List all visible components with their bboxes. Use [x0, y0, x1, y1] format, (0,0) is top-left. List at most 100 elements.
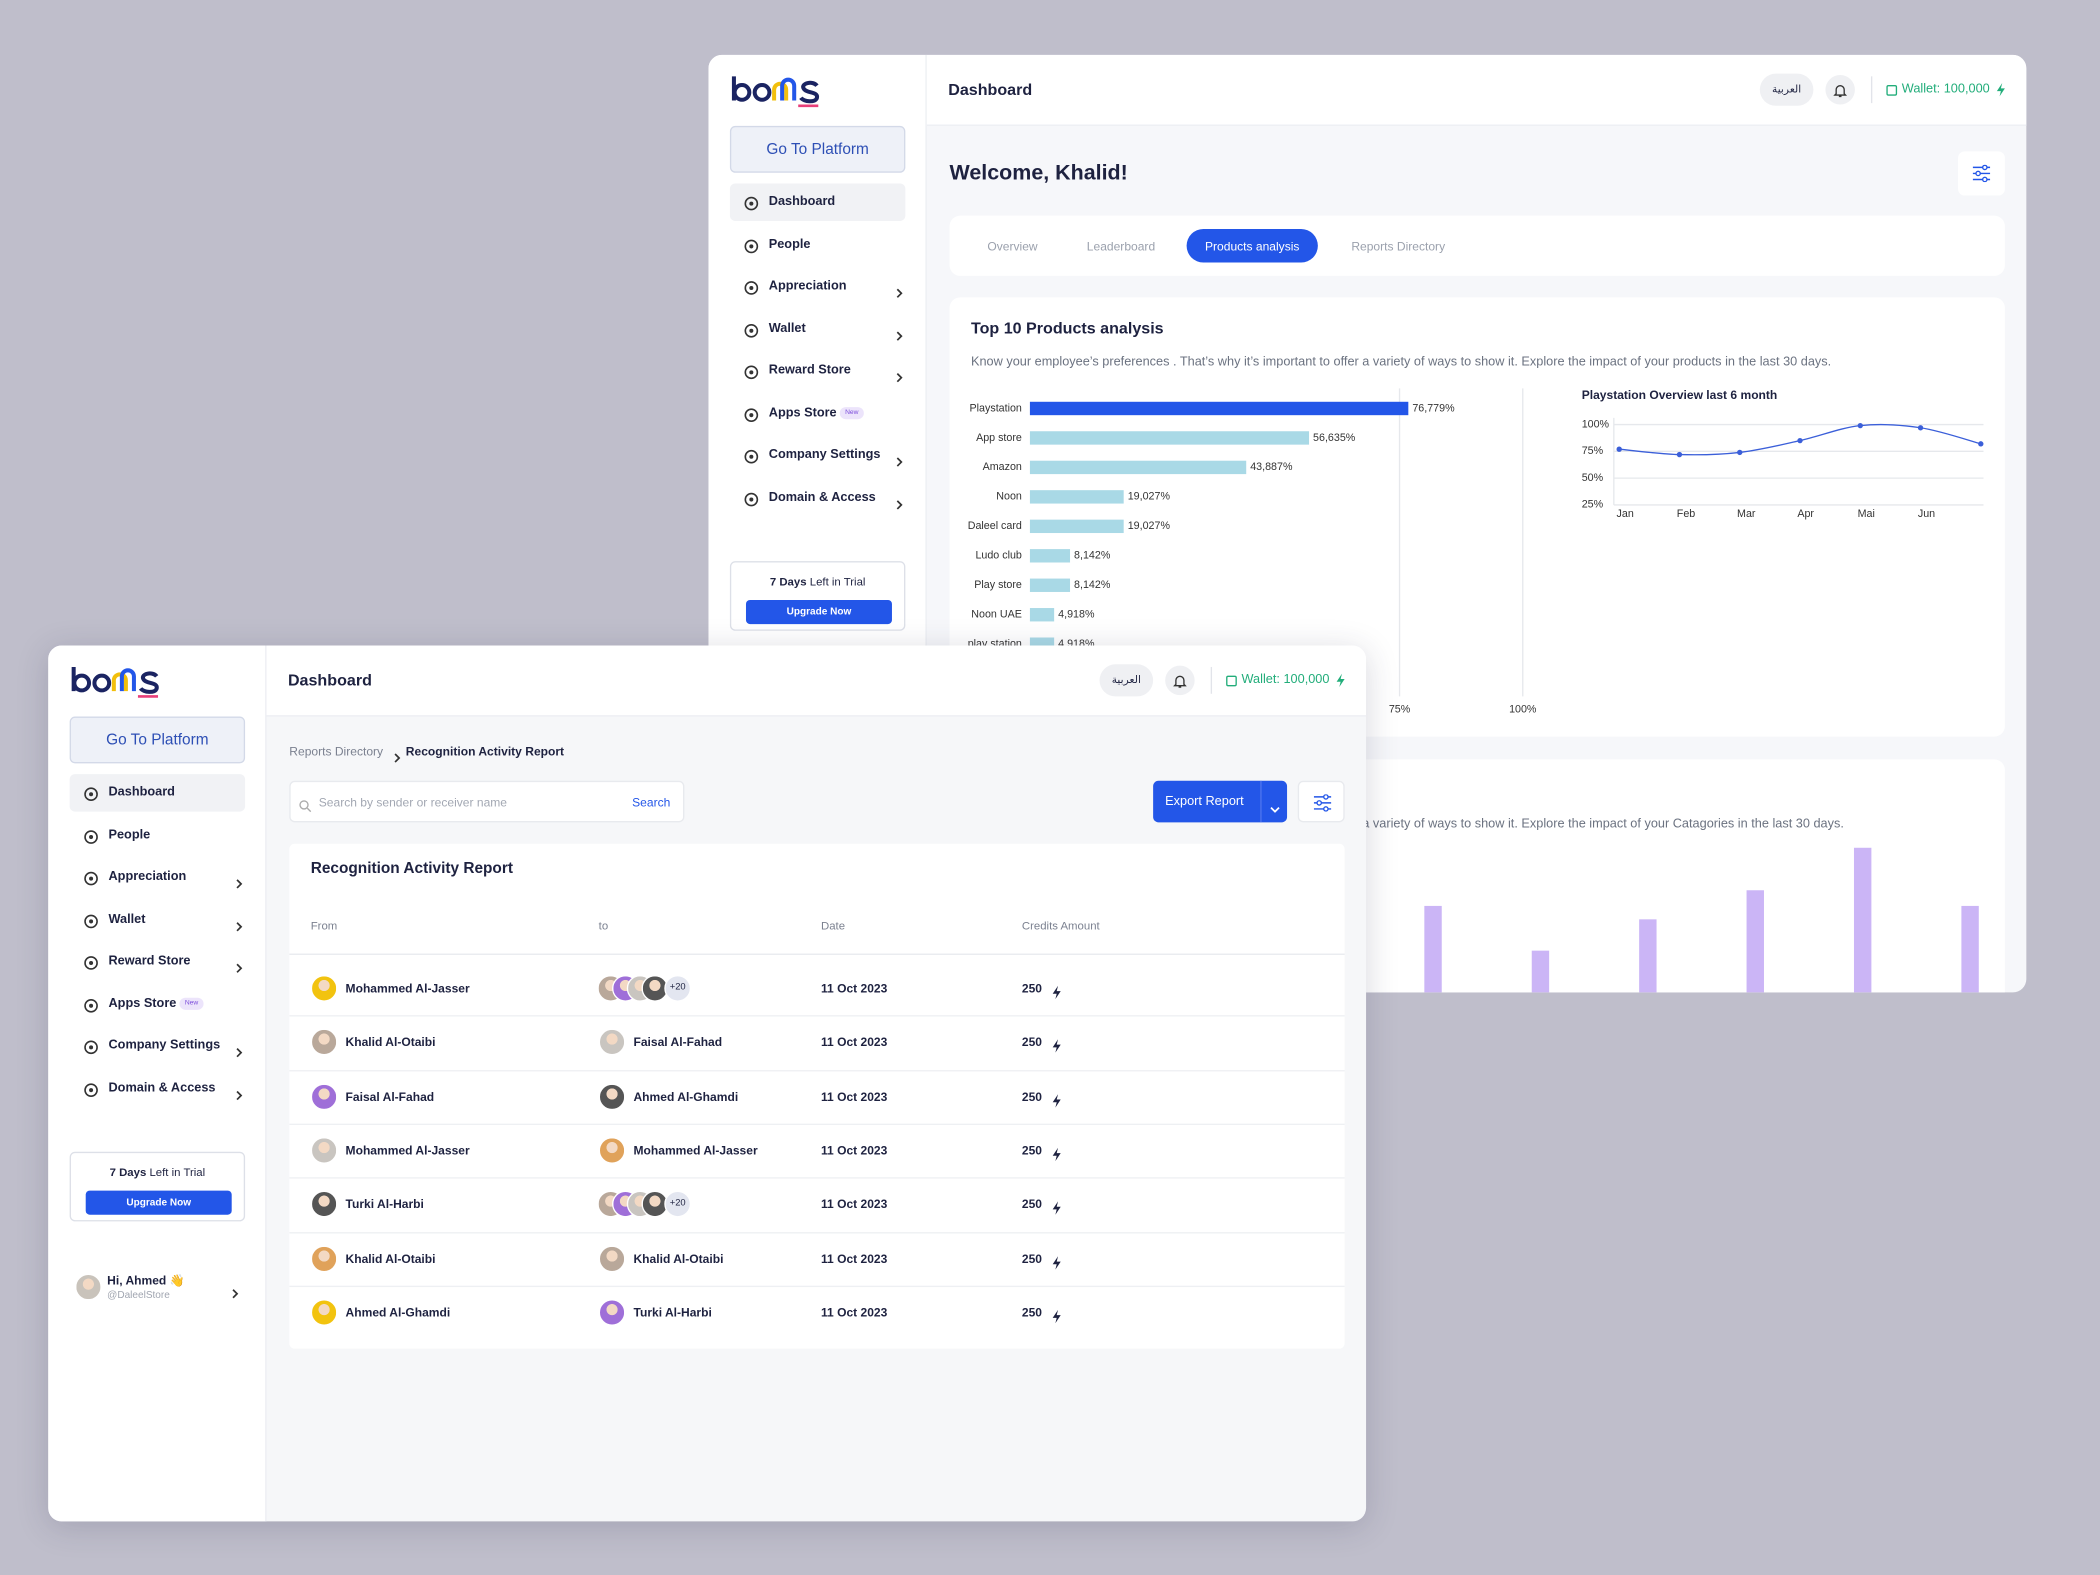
tab[interactable]: Overview	[947, 229, 1078, 262]
nav-icon-svg	[84, 829, 98, 844]
nav-icon-svg	[84, 787, 98, 802]
nav-chevron-svg	[236, 921, 243, 931]
more-count: +20	[669, 1198, 686, 1208]
nav-chevron-svg	[896, 457, 903, 467]
tab-label: Overview	[987, 239, 1038, 253]
nav-item[interactable]: Dashboard	[729, 183, 906, 221]
front-canvas: Go To Platform Dashboard People Appreciatio…	[48, 645, 1367, 1522]
bell-button[interactable]	[1825, 75, 1855, 105]
from-name: Turki Al-Harbi	[345, 1197, 424, 1211]
avatar	[310, 1244, 338, 1272]
nav-icon-svg	[84, 1082, 98, 1097]
search-box[interactable]: Search by sender or receiver name Search	[289, 780, 685, 823]
filter-button[interactable]	[1958, 151, 2005, 196]
value-label: 8,142%	[1074, 550, 1111, 562]
nav-label: People	[768, 236, 811, 252]
tab[interactable]: Leaderboard	[1055, 229, 1186, 262]
language-button[interactable]: العربية	[1759, 73, 1814, 106]
nav-icon	[743, 236, 759, 253]
platform-button-label: Go To Platform	[106, 732, 209, 749]
trial-label: Left in Trial	[809, 574, 866, 588]
nav-item[interactable]: Reward Store	[70, 943, 245, 981]
column-header: to	[598, 918, 609, 933]
front-window: Go To Platform Dashboard People Appreciatio…	[48, 645, 1367, 1522]
nav-item[interactable]: Wallet	[730, 310, 905, 348]
nav-label: People	[108, 827, 151, 842]
nav-icon-svg	[744, 238, 759, 253]
nav-chevron-svg	[236, 1090, 243, 1100]
nav-icon	[743, 321, 759, 337]
wallet-bolt-svg	[1336, 673, 1345, 688]
to-name: Turki Al-Harbi	[633, 1305, 712, 1319]
search-icon-svg	[299, 800, 312, 813]
page-title: Dashboard	[948, 80, 1033, 100]
credits-bolt-svg	[1052, 985, 1061, 1000]
bar	[1961, 905, 1979, 993]
nav-label: Reward Store	[768, 362, 851, 378]
bar	[1029, 578, 1071, 592]
category-label: Noon UAE	[971, 609, 1022, 621]
x-tick-label: 75%	[1389, 704, 1411, 716]
nav-item[interactable]: Apps Store New	[70, 985, 245, 1023]
credits-bolt	[1051, 982, 1062, 1000]
nav-icon	[83, 954, 99, 970]
filter-button[interactable]	[1297, 780, 1345, 823]
tab[interactable]: Products analysis	[1186, 229, 1318, 263]
nav-item[interactable]: Apps Store New	[730, 394, 905, 432]
user-handle: @DaleelStore	[107, 1288, 170, 1301]
nav-icon	[83, 911, 99, 928]
nav-chevron	[896, 323, 904, 341]
breadcrumb-chevron	[394, 746, 402, 763]
nav-item[interactable]: People	[730, 226, 905, 264]
nav-item[interactable]: Company Settings	[70, 1027, 245, 1065]
nav-item[interactable]: Company Settings	[730, 437, 905, 475]
date: 11 Oct 2023	[820, 1197, 888, 1211]
logo-svg	[731, 76, 819, 108]
nav-item[interactable]: Reward Store	[730, 352, 905, 390]
search-button[interactable]: Search	[632, 795, 671, 809]
trial-box: 7 Days Left in Trial Upgrade Now	[729, 561, 906, 631]
separator	[1210, 666, 1213, 694]
nav-label: Wallet	[768, 320, 806, 336]
platform-button[interactable]: Go To Platform	[729, 125, 906, 173]
nav-item[interactable]: Dashboard	[69, 774, 246, 812]
upgrade-button[interactable]: Upgrade Now	[85, 1190, 232, 1215]
value-label: 19,027%	[1128, 520, 1171, 532]
nav-item[interactable]: Domain & Access	[70, 1069, 245, 1107]
nav-item[interactable]: Appreciation	[70, 858, 245, 896]
tabs-card	[949, 215, 2005, 276]
row-rule	[289, 1231, 1345, 1233]
column-header: Date	[820, 918, 846, 933]
breadcrumb[interactable]: Reports Directory	[289, 744, 384, 759]
platform-button[interactable]: Go To Platform	[69, 716, 246, 764]
credits: 250	[1021, 1251, 1043, 1265]
nav-icon	[83, 1038, 99, 1055]
column-header: Credits Amount	[1021, 918, 1100, 933]
bar	[1853, 847, 1872, 993]
date: 11 Oct 2023	[820, 1143, 888, 1157]
y-tick-label: 75%	[1582, 445, 1604, 457]
bell-button[interactable]	[1165, 665, 1195, 696]
table-title: Recognition Activity Report	[310, 861, 513, 878]
nav-icon	[743, 194, 759, 211]
avatar	[310, 1082, 338, 1110]
credits-bolt-svg	[1052, 1309, 1061, 1323]
language-button[interactable]: العربية	[1099, 664, 1154, 697]
nav-item[interactable]: Domain & Access	[730, 479, 905, 517]
upgrade-label: Upgrade Now	[126, 1195, 192, 1209]
nav-item[interactable]: Wallet	[70, 901, 245, 939]
nav-icon-svg	[744, 407, 759, 422]
nav-item[interactable]: People	[70, 816, 245, 854]
upgrade-button[interactable]: Upgrade Now	[745, 600, 892, 625]
table-card	[289, 843, 1345, 1349]
nav-item[interactable]: Appreciation	[730, 268, 905, 306]
nav-label: Reward Store	[108, 953, 191, 969]
point	[1917, 425, 1924, 431]
export-button[interactable]: Export Report	[1153, 780, 1288, 823]
from-name: Khalid Al-Otaibi	[345, 1251, 436, 1265]
nav-chevron-svg	[896, 499, 903, 509]
tab[interactable]: Reports Directory	[1333, 229, 1464, 262]
credits-bolt-svg	[1052, 1147, 1061, 1162]
card-subtitle: Know your employee’s preferences . That’…	[970, 354, 1832, 370]
to-name: Faisal Al-Fahad	[633, 1035, 723, 1050]
